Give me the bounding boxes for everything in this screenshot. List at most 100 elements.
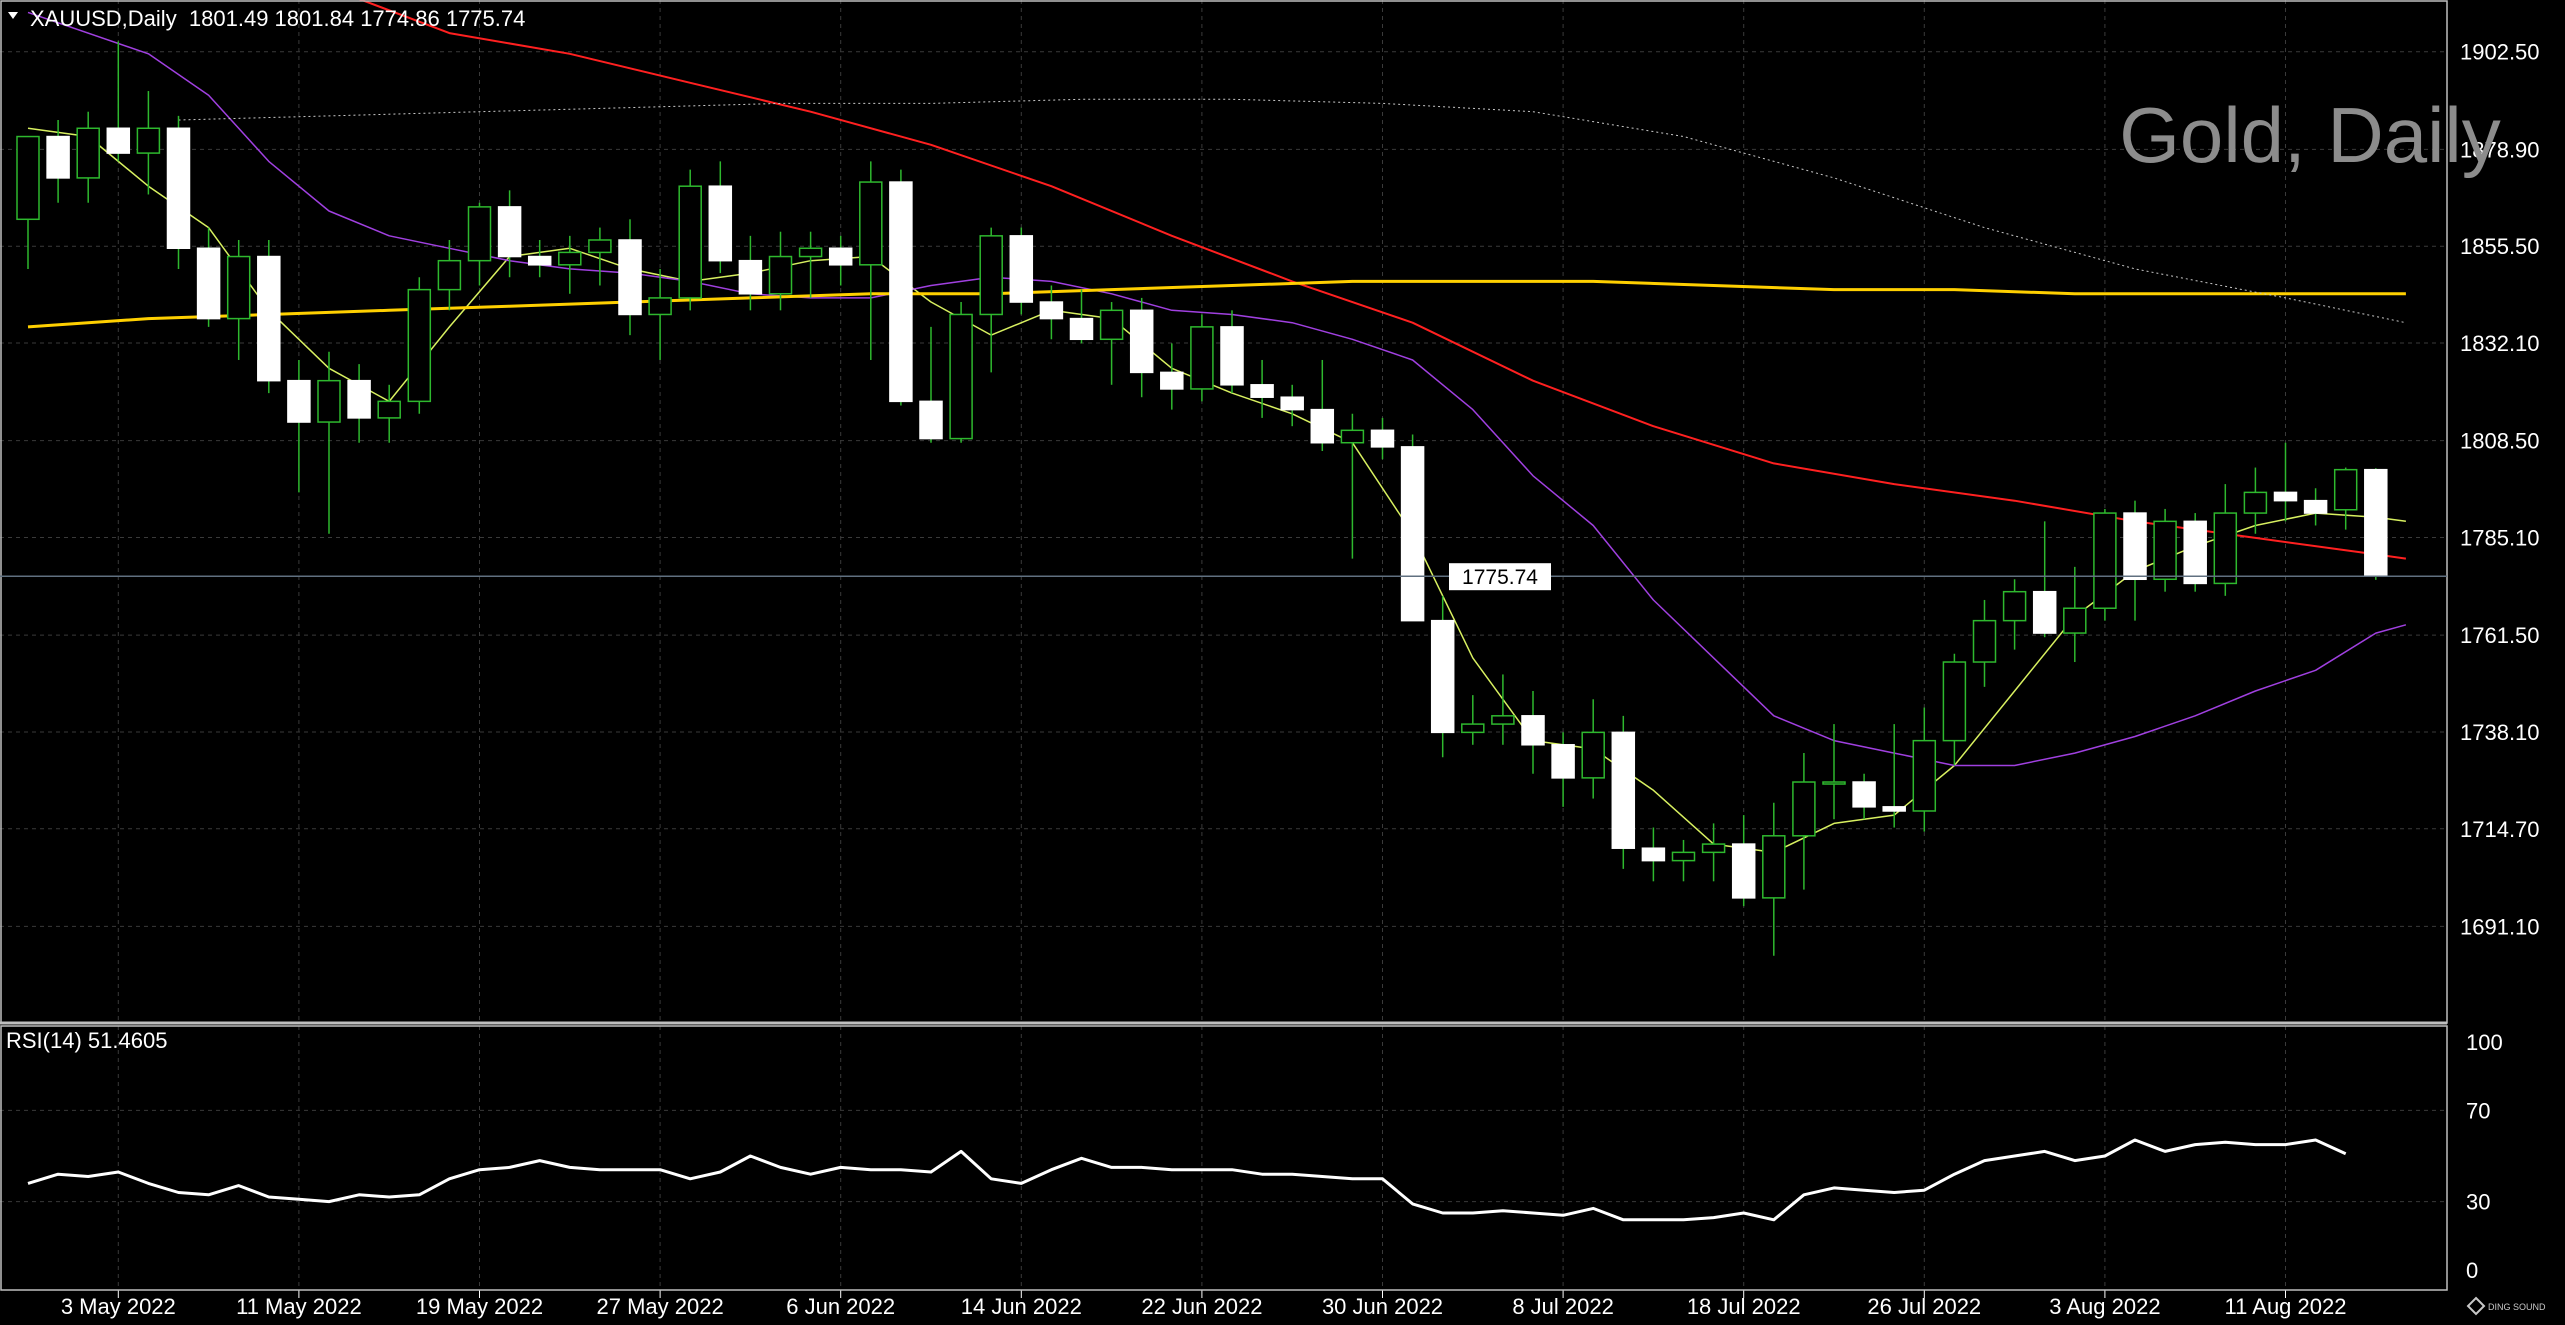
date-tick-label: 18 Jul 2022 xyxy=(1687,1294,1801,1319)
candle xyxy=(76,111,100,203)
candle-body xyxy=(76,127,100,179)
candle xyxy=(2032,521,2057,638)
candle xyxy=(2183,513,2207,592)
rsi-tick-label: 30 xyxy=(2466,1190,2490,1215)
candle xyxy=(2093,508,2117,621)
date-tick-label: 26 Jul 2022 xyxy=(1867,1294,1981,1319)
candle xyxy=(798,231,823,298)
candle xyxy=(1611,715,1636,869)
candle xyxy=(1250,359,1274,418)
chart-watermark: Gold, Daily xyxy=(2119,91,2500,179)
candle-body xyxy=(136,127,161,154)
candle-body xyxy=(768,255,793,295)
candle xyxy=(106,41,131,162)
candle xyxy=(1190,314,1214,402)
candle xyxy=(1280,384,1304,427)
candle xyxy=(2333,467,2358,530)
candle xyxy=(1400,434,1425,622)
candle xyxy=(1430,595,1455,758)
rsi-line xyxy=(27,1138,2347,1222)
candle-body xyxy=(2213,512,2238,585)
candle xyxy=(949,302,973,443)
candle-body xyxy=(226,255,251,320)
candle xyxy=(1039,285,1064,340)
candle-body xyxy=(1461,723,1485,734)
candle xyxy=(1160,343,1184,410)
candle-body xyxy=(437,259,462,291)
candle-body xyxy=(708,185,733,262)
candle-body xyxy=(2002,590,2027,622)
candle xyxy=(2002,579,2027,650)
candle-body xyxy=(1370,429,1395,448)
candle-body xyxy=(828,247,853,266)
date-tick-label: 22 Jun 2022 xyxy=(1141,1294,1262,1319)
candle xyxy=(257,239,281,394)
candle xyxy=(527,239,552,278)
candle-body xyxy=(2153,520,2177,581)
candle xyxy=(1129,297,1154,398)
candle-body xyxy=(1912,739,1937,812)
candle xyxy=(2364,468,2388,580)
date-tick-label: 19 May 2022 xyxy=(416,1294,543,1319)
candle-body xyxy=(1611,731,1636,849)
candle-body xyxy=(1521,715,1545,746)
price-tick-label: 1738.10 xyxy=(2460,720,2540,745)
date-tick-label: 11 May 2022 xyxy=(236,1294,362,1319)
candle xyxy=(2063,566,2087,663)
candle xyxy=(1972,599,1997,687)
candle-body xyxy=(1701,843,1726,854)
candle-body xyxy=(467,206,492,262)
candle-body xyxy=(1190,326,1214,390)
candle-body xyxy=(2093,512,2117,609)
candle xyxy=(708,161,733,274)
candle-body xyxy=(1009,235,1034,303)
candle xyxy=(1551,732,1575,807)
candle xyxy=(196,227,221,327)
candle-body xyxy=(16,135,40,221)
candle-body xyxy=(1762,835,1786,899)
candle-body xyxy=(1882,806,1906,812)
rsi-tick-label: 70 xyxy=(2466,1098,2490,1123)
candle-body xyxy=(527,255,552,266)
candle xyxy=(1370,417,1395,460)
candle-body xyxy=(889,181,913,403)
price-tick-label: 1832.10 xyxy=(2460,331,2540,356)
candle xyxy=(1491,674,1515,745)
candle xyxy=(136,91,161,195)
candle-body xyxy=(1160,371,1184,390)
diamond-icon xyxy=(2466,1296,2486,1316)
candle-body xyxy=(919,400,943,440)
dropdown-triangle-icon[interactable] xyxy=(8,12,18,19)
candle xyxy=(1912,707,1937,832)
candle-body xyxy=(1220,326,1244,386)
candle-body xyxy=(678,185,702,299)
candle-body xyxy=(2273,491,2298,502)
date-tick-label: 8 Jul 2022 xyxy=(1512,1294,1614,1319)
candle xyxy=(16,135,40,269)
candle xyxy=(768,231,793,311)
candle-body xyxy=(2303,499,2328,514)
candle-body xyxy=(1069,317,1094,341)
price-tick-label: 1785.10 xyxy=(2460,525,2540,550)
candle xyxy=(648,268,672,360)
candle xyxy=(828,235,853,286)
candle xyxy=(467,202,492,286)
candle xyxy=(1882,724,1906,828)
candle-body xyxy=(1280,396,1304,411)
rsi-header: RSI(14) 51.4605 xyxy=(6,1028,167,1053)
grid-lines xyxy=(0,0,2447,1290)
candle xyxy=(1581,699,1605,799)
candle-body xyxy=(407,288,432,403)
candle xyxy=(859,161,883,360)
candle xyxy=(497,190,522,278)
candle xyxy=(919,326,943,443)
price-tick-label: 1808.50 xyxy=(2460,429,2540,454)
candle xyxy=(1731,815,1756,907)
candle-body xyxy=(949,313,973,440)
price-tick-label: 1691.10 xyxy=(2460,914,2540,939)
candle xyxy=(2273,442,2298,522)
candle-body xyxy=(2063,607,2087,634)
candle xyxy=(437,239,462,311)
price-tick-label: 1761.50 xyxy=(2460,623,2540,648)
candle-body xyxy=(317,379,341,423)
